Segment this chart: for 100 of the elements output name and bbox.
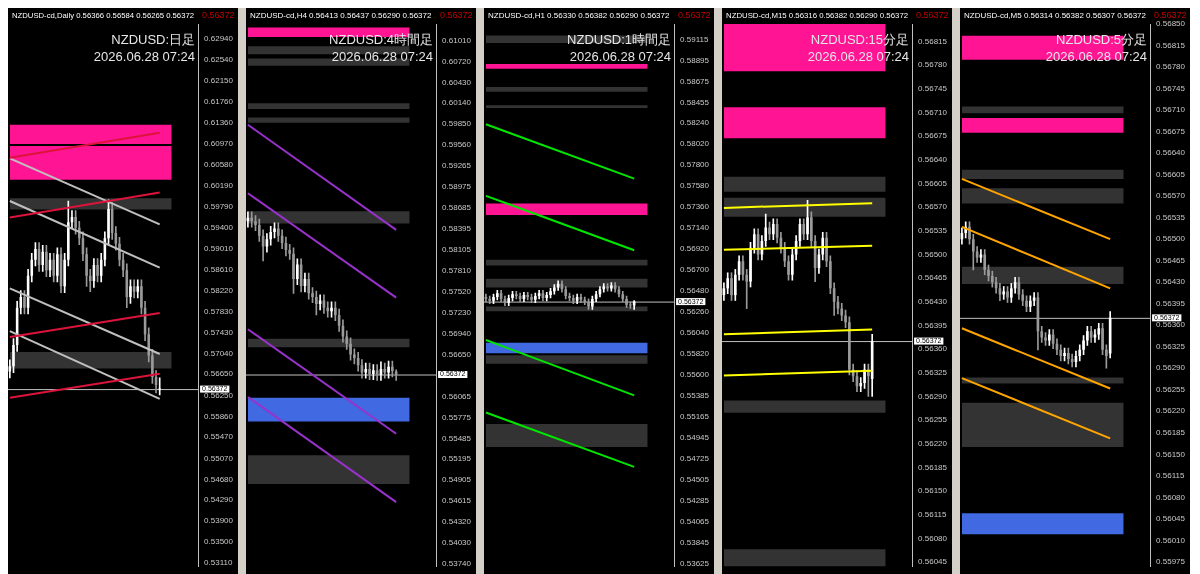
y-tick-label: 0.57430 <box>204 327 234 337</box>
y-tick-label: 0.58685 <box>442 203 472 213</box>
y-tick-label: 0.56745 <box>1156 83 1186 93</box>
y-tick-label: 0.56920 <box>680 244 710 254</box>
y-tick-label: 0.56185 <box>918 462 948 472</box>
y-tick-label: 0.56115 <box>1156 471 1185 481</box>
y-tick-label: 0.53740 <box>442 559 472 569</box>
y-tick-label: 0.54505 <box>680 475 710 485</box>
y-tick-label: 0.55070 <box>204 453 234 463</box>
text: NZDUSD:日足 <box>111 32 196 47</box>
y-tick-label: 0.56325 <box>1156 341 1186 351</box>
y-tick-label: 0.56700 <box>680 265 710 275</box>
y-tick-label: 0.56570 <box>1156 191 1186 201</box>
y-tick-label: 0.56045 <box>918 557 948 567</box>
y-tick-label: 0.59265 <box>442 161 472 171</box>
y-tick-label: 0.56150 <box>918 486 948 496</box>
y-tick-label: 0.54290 <box>204 495 234 505</box>
y-tick-label: 0.56430 <box>918 297 948 307</box>
y-tick-label: 0.62940 <box>204 34 234 44</box>
y-tick-label: 0.56535 <box>1156 212 1186 222</box>
y-tick-label: 0.56650 <box>204 369 234 379</box>
y-tick-label: 0.58895 <box>680 55 710 65</box>
y-tick-label: 0.56260 <box>680 307 710 317</box>
y-tick-label: 0.62540 <box>204 55 234 65</box>
y-tick-label: 0.56535 <box>918 226 948 236</box>
y-tick-label: 0.59400 <box>204 222 234 232</box>
y-tick-label: 0.56465 <box>918 273 948 283</box>
y-tick-label: 0.56605 <box>1156 169 1186 179</box>
y-tick-label: 0.57040 <box>204 348 234 358</box>
y-tick-label: 0.55820 <box>680 349 710 359</box>
y-tick-label: 0.56040 <box>680 328 710 338</box>
y-tick-label: 0.53900 <box>204 516 234 526</box>
y-tick-label: 0.56255 <box>1156 384 1186 394</box>
y-tick-label: 0.58395 <box>442 224 472 234</box>
y-tick-label: 0.56570 <box>918 202 948 212</box>
y-tick-label: 0.58975 <box>442 182 472 192</box>
y-tick-label: 0.55975 <box>1156 557 1186 567</box>
y-tick-label: 0.57140 <box>680 223 710 233</box>
y-tick-label: 0.58105 <box>442 244 472 254</box>
y-tick-label: 0.61360 <box>204 118 234 128</box>
y-tick-label: 0.53110 <box>204 558 233 568</box>
y-tick-label: 0.56080 <box>918 533 948 543</box>
y-tick-label: 0.56465 <box>1156 255 1186 265</box>
y-tick-label: 0.60580 <box>204 159 234 169</box>
y-tick-label: 0.56675 <box>918 131 948 141</box>
y-tick-label: 0.57360 <box>680 202 710 212</box>
y-tick-label: 0.56360 <box>918 344 948 354</box>
y-tick-label: 0.57520 <box>442 287 472 297</box>
y-tick-label: 0.56250 <box>204 390 234 400</box>
y-tick-label: 0.59790 <box>204 202 234 212</box>
y-tick-label: 0.56430 <box>1156 277 1186 287</box>
y-tick-label: 0.56045 <box>1156 514 1186 524</box>
text: NZDUSD-cd,H1 0.56330 0.56382 0.56290 0.56372 <box>488 11 671 21</box>
y-tick-label: 0.54615 <box>442 496 472 506</box>
text: 2026.06.28 07:24 <box>93 49 196 64</box>
y-tick-label: 0.56850 <box>1156 19 1186 29</box>
text: 0.56372 <box>1154 10 1187 21</box>
text: 2026.06.28 07:24 <box>569 49 672 64</box>
y-tick-label: 0.58020 <box>680 139 710 149</box>
y-tick-label: 0.56815 <box>1156 40 1186 50</box>
y-tick-label: 0.56815 <box>918 36 948 46</box>
y-tick-label: 0.57580 <box>680 181 710 191</box>
y-tick-label: 0.56675 <box>1156 126 1186 136</box>
text: 2026.06.28 07:24 <box>331 49 434 64</box>
text: 0.56372 <box>440 10 473 21</box>
y-tick-label: 0.56065 <box>442 391 472 401</box>
y-tick-label: 0.54065 <box>680 517 710 527</box>
y-tick-label: 0.56745 <box>918 84 948 94</box>
y-tick-label: 0.56290 <box>1156 363 1186 373</box>
y-tick-label: 0.56780 <box>918 60 948 70</box>
y-tick-label: 0.53500 <box>204 537 234 547</box>
y-tick-label: 0.58220 <box>204 285 234 295</box>
y-tick-label: 0.60140 <box>442 98 472 108</box>
y-tick-label: 0.60970 <box>204 139 234 149</box>
y-tick-label: 0.56640 <box>918 155 948 165</box>
y-tick-label: 0.54320 <box>442 517 472 527</box>
y-tick-label: 0.54680 <box>204 474 234 484</box>
y-tick-label: 0.56650 <box>442 349 472 359</box>
y-tick-label: 0.54725 <box>680 454 710 464</box>
y-tick-label: 0.56290 <box>918 391 948 401</box>
y-tick-label: 0.55195 <box>442 454 472 464</box>
y-tick-label: 0.56480 <box>680 286 710 296</box>
y-tick-label: 0.57230 <box>442 307 472 317</box>
y-tick-label: 0.57800 <box>680 160 710 170</box>
y-tick-label: 0.53845 <box>680 538 710 548</box>
y-tick-label: 0.60430 <box>442 77 472 87</box>
y-tick-label: 0.61760 <box>204 97 234 107</box>
y-tick-label: 0.54285 <box>680 496 710 506</box>
y-tick-label: 0.59010 <box>204 243 234 253</box>
text: 0.56372 <box>202 10 235 21</box>
y-tick-label: 0.58240 <box>680 118 710 128</box>
y-tick-label: 0.55860 <box>204 411 234 421</box>
y-tick-label: 0.60720 <box>442 56 472 66</box>
y-tick-label: 0.59115 <box>680 34 709 44</box>
y-tick-label: 0.60190 <box>204 180 234 190</box>
y-tick-label: 0.56325 <box>918 368 948 378</box>
y-tick-label: 0.55470 <box>204 432 234 442</box>
y-tick-label: 0.56605 <box>918 178 948 188</box>
y-tick-label: 0.56185 <box>1156 428 1186 437</box>
y-tick-label: 0.57830 <box>204 306 234 316</box>
